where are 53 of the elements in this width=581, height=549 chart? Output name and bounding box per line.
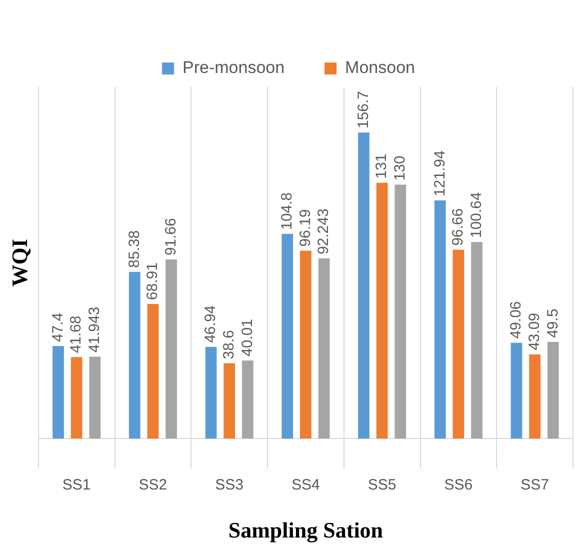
bar (52, 346, 64, 439)
bar (394, 184, 406, 439)
x-tick-label: SS2 (138, 476, 168, 494)
data-label: 49.06 (508, 301, 525, 339)
bar (547, 342, 559, 439)
data-label: 130 (392, 156, 409, 181)
x-tick-label: SS3 (215, 476, 244, 494)
x-tick-label: SS4 (292, 476, 320, 494)
data-label: 96.66 (450, 208, 467, 246)
data-label: 131 (373, 154, 390, 179)
data-label: 156.7 (354, 90, 372, 129)
data-label: 96.19 (296, 209, 314, 247)
data-label: 41.68 (68, 316, 85, 354)
bar (452, 250, 464, 439)
data-label: 100.64 (468, 192, 485, 238)
bar (89, 356, 101, 439)
legend-label: Pre-monsoon (182, 58, 285, 78)
bar (510, 342, 522, 439)
bar (205, 346, 217, 439)
data-label: 92.243 (315, 208, 332, 254)
data-label: 38.6 (220, 330, 238, 360)
bar (70, 357, 82, 439)
data-label: 43.09 (526, 312, 543, 350)
x-tick-label: SS6 (444, 476, 473, 494)
bar (147, 304, 159, 439)
bar (242, 360, 254, 439)
y-axis-title: WQI (6, 238, 32, 287)
data-label: 49.5 (544, 308, 562, 338)
bar (434, 200, 446, 439)
bar (224, 363, 236, 439)
data-label: 91.66 (162, 218, 180, 256)
data-label: 40.01 (238, 318, 256, 356)
data-label: 104.8 (278, 192, 296, 230)
bar (376, 182, 388, 439)
data-label: 46.94 (202, 305, 220, 343)
data-label: 68.91 (144, 262, 162, 300)
bar (529, 354, 540, 439)
bar (471, 242, 482, 439)
bar (282, 234, 294, 439)
legend-label: Monsoon (345, 58, 415, 78)
bar (300, 250, 312, 439)
bar (318, 258, 330, 439)
data-label: 41.943 (86, 306, 104, 353)
bar (128, 272, 140, 439)
x-axis-title: Sampling Sation (228, 517, 384, 542)
bar (166, 260, 177, 439)
x-tick-label: SS7 (520, 476, 549, 494)
data-label: 47.4 (49, 312, 66, 342)
x-tick-label: SS1 (62, 476, 91, 494)
bar (358, 132, 370, 439)
data-label: 121.94 (431, 150, 448, 196)
data-label: 85.38 (126, 230, 143, 268)
x-tick-label: SS5 (368, 476, 396, 494)
